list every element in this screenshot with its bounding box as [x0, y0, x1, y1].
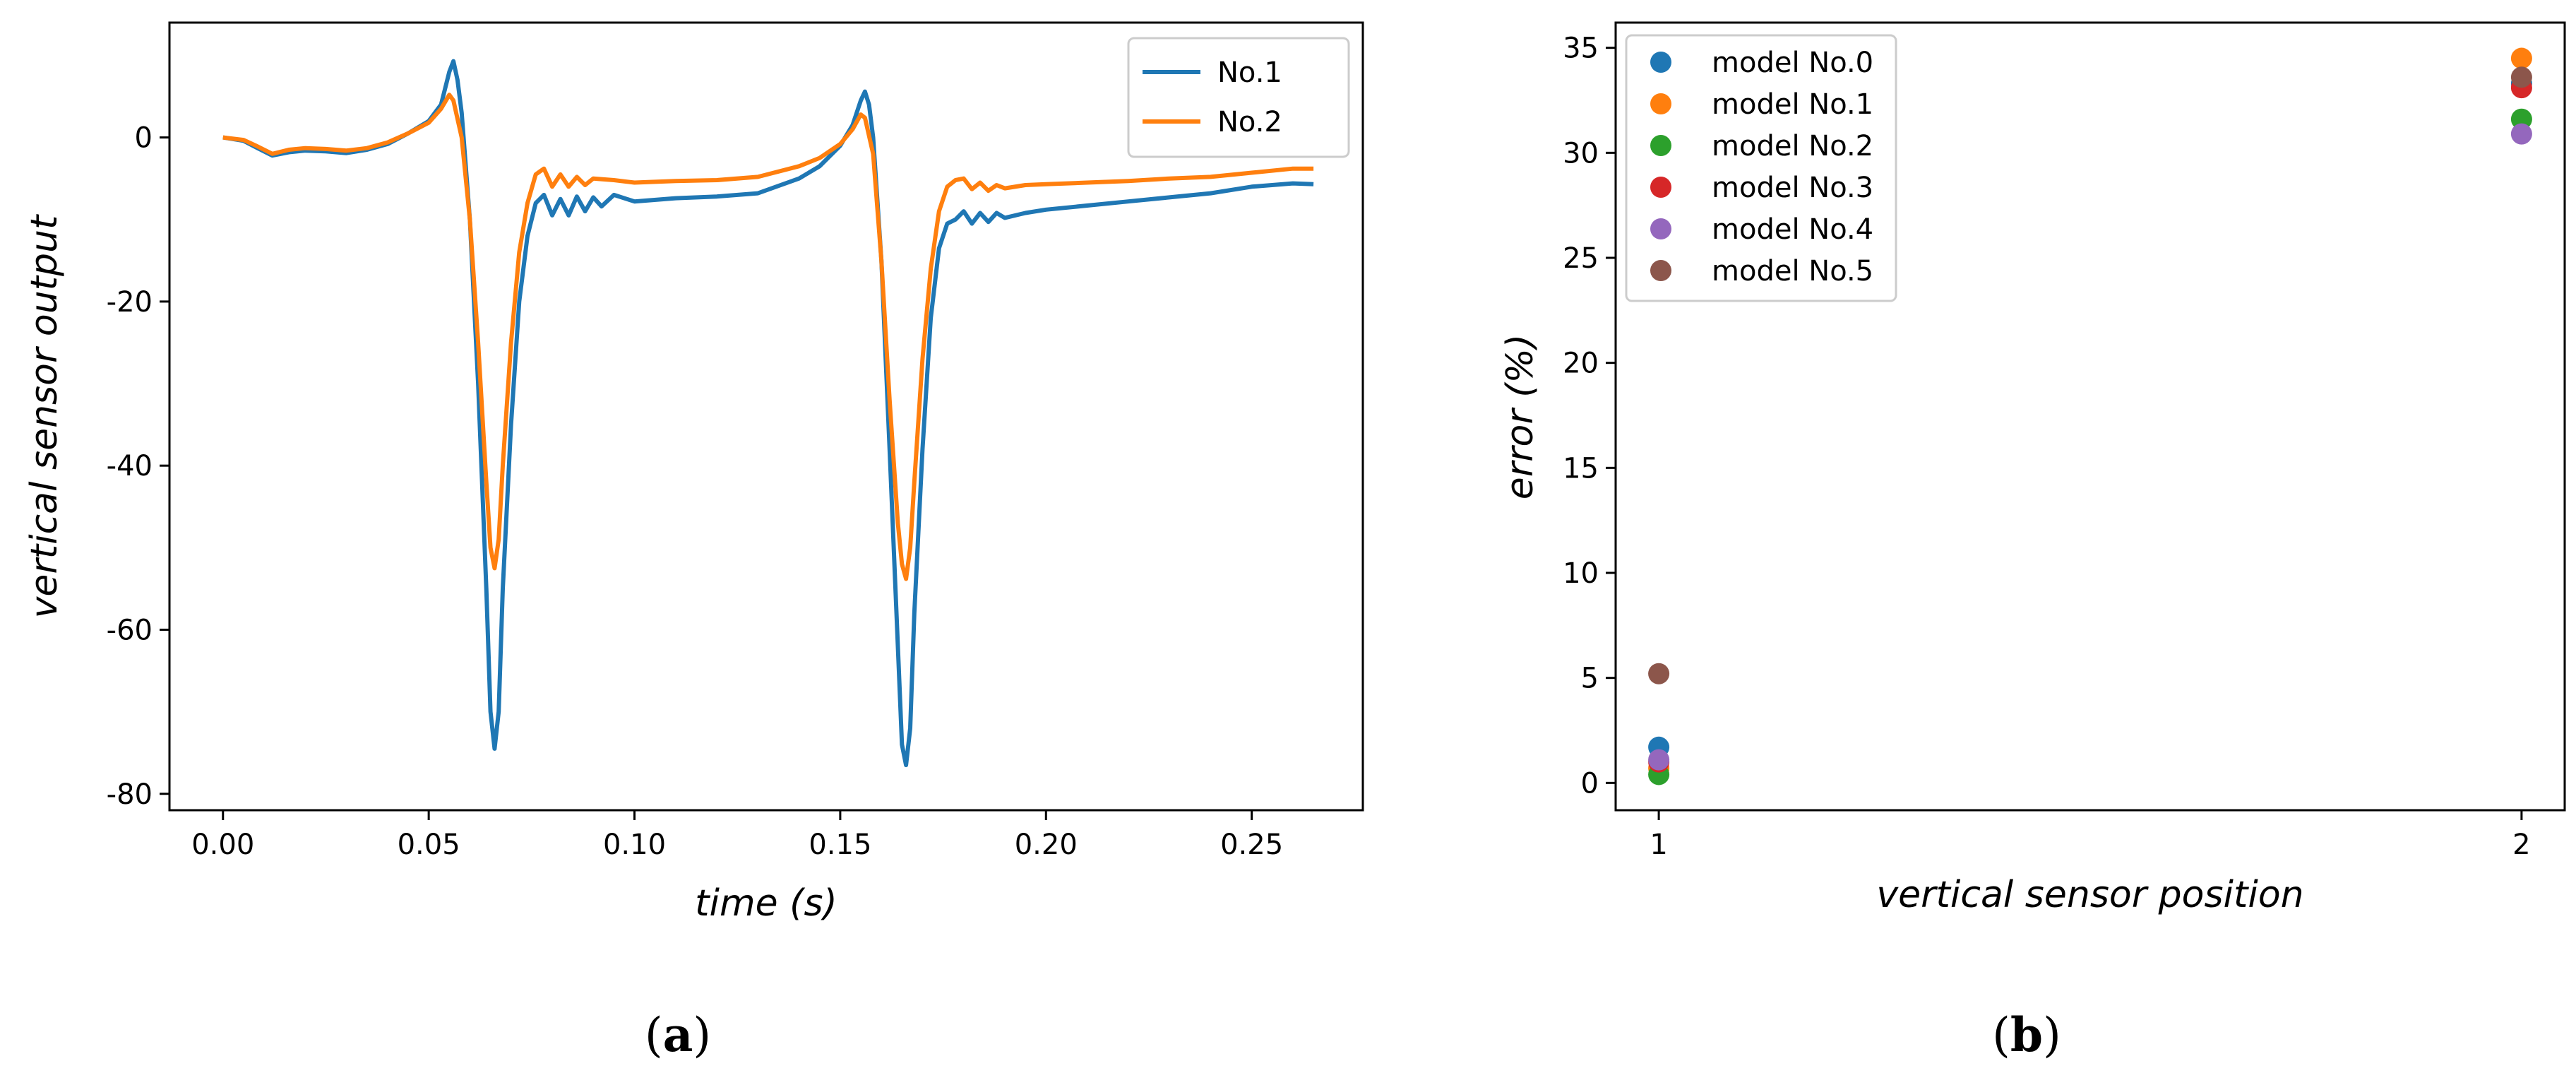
- legend-marker-model-no-0: [1650, 52, 1671, 73]
- chart-b-plot-frame: [1614, 21, 2566, 812]
- legend-marker-model-no-5: [1650, 260, 1671, 281]
- x-tick-label: 2: [2512, 829, 2530, 861]
- y-tick-label: 20: [1563, 348, 1599, 380]
- chart-b-y-ticks: 0 5 10 15 20 25 30 35: [1563, 32, 1616, 800]
- chart-b-legend-frame: [1625, 34, 1897, 302]
- x-tick-label: 0.05: [398, 829, 460, 861]
- chart-a-x-ticks: 0.00 0.05 0.10 0.15 0.20 0.25: [191, 810, 1283, 861]
- y-tick-label: 10: [1563, 557, 1599, 590]
- x-tick-label: 0.00: [191, 829, 254, 861]
- point-model-no-1-x2: [2510, 47, 2532, 69]
- chart-a: 0.00 0.05 0.10 0.15 0.20 0.25 0 -20 -40 -60 -80 t…: [23, 21, 1364, 1062]
- x-tick-label: 0.15: [809, 829, 871, 861]
- legend-label-no1: No.1: [1217, 57, 1282, 89]
- chart-b-points-layer: [1648, 47, 2532, 785]
- legend-label-no2: No.2: [1217, 106, 1282, 138]
- chart-a-legend-frame: [1127, 37, 1350, 158]
- series-line-no-2: [222, 93, 1314, 581]
- x-tick-label: 0.25: [1220, 829, 1283, 861]
- chart-b-x-axis-label: vertical sensor position: [1876, 874, 2303, 916]
- legend-label-model-no-5: model No.5: [1712, 255, 1873, 287]
- chart-a-x-axis-label: time (s): [695, 882, 837, 925]
- legend-label-model-no-3: model No.3: [1712, 172, 1873, 204]
- chart-a-y-axis-label: vertical sensor output: [23, 214, 66, 618]
- chart-a-plot-frame: [168, 21, 1364, 812]
- point-model-no-5-x2: [2510, 66, 2532, 88]
- point-model-no-4-x2: [2510, 123, 2532, 145]
- chart-a-legend: No.1 No.2: [1127, 37, 1350, 158]
- point-model-no-2-x2: [2510, 108, 2532, 130]
- x-tick-label: 0.20: [1015, 829, 1078, 861]
- legend-label-model-no-2: model No.2: [1712, 130, 1873, 162]
- y-tick-label: 5: [1581, 663, 1599, 695]
- y-tick-label: 15: [1563, 452, 1599, 485]
- x-tick-label: 1: [1650, 829, 1667, 861]
- x-tick-label: 0.10: [603, 829, 666, 861]
- y-tick-label: 35: [1563, 32, 1599, 65]
- legend-label-model-no-0: model No.0: [1712, 47, 1873, 79]
- panel-a-label: (a): [645, 1007, 711, 1062]
- y-tick-label: -40: [107, 450, 153, 482]
- chart-b-legend: model No.0 model No.1 model No.2 model No.3…: [1625, 34, 1897, 302]
- legend-marker-model-no-4: [1650, 218, 1671, 239]
- series-line-no-1: [222, 59, 1314, 768]
- chart-a-y-ticks: 0 -20 -40 -60 -80: [107, 122, 169, 811]
- chart-b-y-axis-label: error (%): [1499, 334, 1542, 499]
- legend-marker-model-no-3: [1650, 177, 1671, 198]
- y-tick-label: -20: [107, 286, 153, 319]
- chart-b-legend-entries: model No.0 model No.1 model No.2 model No.3…: [1650, 47, 1873, 287]
- y-tick-label: 25: [1563, 242, 1599, 275]
- legend-label-model-no-1: model No.1: [1712, 88, 1873, 121]
- y-tick-label: -80: [107, 778, 153, 811]
- y-tick-label: 30: [1563, 137, 1599, 170]
- panel-b-label: (b): [1992, 1007, 2061, 1062]
- point-model-no-5-x1: [1648, 663, 1670, 684]
- y-tick-label: -60: [107, 614, 153, 646]
- y-tick-label: 0: [1581, 767, 1599, 800]
- legend-label-model-no-4: model No.4: [1712, 213, 1873, 246]
- point-model-no-4-x1: [1648, 749, 1670, 771]
- legend-marker-model-no-1: [1650, 93, 1671, 114]
- legend-marker-model-no-2: [1650, 135, 1671, 156]
- chart-a-series-layer: [222, 59, 1314, 768]
- y-tick-label: 0: [135, 122, 153, 155]
